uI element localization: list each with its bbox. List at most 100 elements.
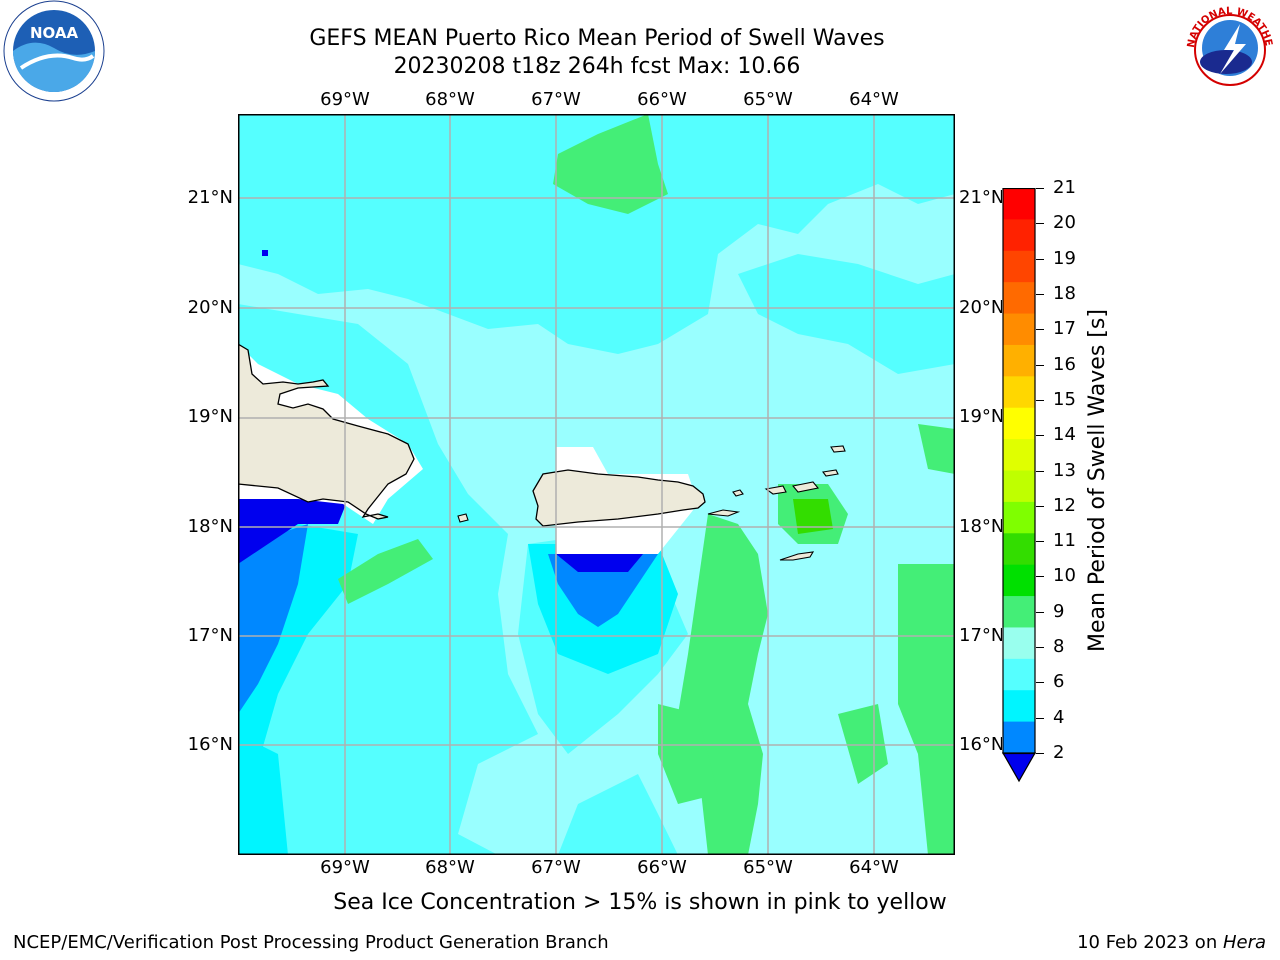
- colorbar-swatch: [1003, 721, 1035, 754]
- land-bvi-2: [791, 481, 820, 493]
- colorbar-tick-label: 16: [1053, 353, 1076, 375]
- field-9-10-e: [658, 704, 718, 804]
- land-anegada: [822, 469, 839, 477]
- sea-ice-note: Sea Ice Concentration > 15% is shown in …: [333, 890, 947, 915]
- colorbar-tick-mark: [1036, 611, 1044, 613]
- colorbar-tick-mark: [1036, 682, 1044, 684]
- colorbar-tick-mark: [1036, 541, 1044, 543]
- lat-label-left-21n: 21°N: [187, 187, 233, 208]
- colorbar-tick-label: 9: [1053, 600, 1065, 622]
- lat-label-left-19n: 19°N: [187, 406, 233, 427]
- colorbar-swatch: [1003, 188, 1035, 220]
- colorbar-tick-label: 18: [1053, 282, 1076, 304]
- colorbar-tick-mark: [1036, 470, 1044, 472]
- colorbar-swatch: [1003, 470, 1035, 503]
- colorbar-tick-label: 4: [1053, 706, 1065, 728]
- colorbar-tick-mark: [1036, 293, 1044, 295]
- lon-label-bottom-65w: 65°W: [743, 857, 793, 878]
- footer-host: Hera: [1222, 932, 1266, 953]
- swell-period-map: [238, 114, 955, 855]
- colorbar-swatch: [1003, 564, 1035, 597]
- field-spot: [262, 250, 268, 256]
- lon-label-top-68w: 68°W: [425, 89, 475, 110]
- colorbar-swatch: [1003, 627, 1035, 660]
- field-2-4-pr: [548, 554, 658, 627]
- colorbar-tick-mark: [1036, 576, 1044, 578]
- field-9-10-h: [838, 704, 888, 784]
- colorbar-swatch: [1003, 407, 1035, 440]
- lon-label-bottom-66w: 66°W: [637, 857, 687, 878]
- colorbar-tick-mark: [1036, 647, 1044, 649]
- map-gridlines: [238, 114, 955, 855]
- lon-label-top-67w: 67°W: [531, 89, 581, 110]
- land-anguilla: [830, 445, 846, 453]
- colorbar-tick-mark: [1036, 258, 1044, 260]
- colorbar-swatch: [1003, 658, 1035, 691]
- colorbar-swatch: [1003, 596, 1035, 628]
- colorbar-swatch: [1003, 501, 1035, 534]
- colorbar-tick-mark: [1036, 188, 1044, 189]
- field-9-10-g: [918, 424, 955, 474]
- chart-subtitle: 20230208 t18z 264h fcst Max: 10.66: [393, 54, 801, 79]
- land-stthomas: [732, 489, 744, 497]
- colorbar-tick-mark: [1036, 505, 1044, 507]
- colorbar-swatch: [1003, 690, 1035, 723]
- field-2-4-west: [238, 524, 308, 714]
- lat-label-left-17n: 17°N: [187, 625, 233, 646]
- field-below-2-west: [238, 499, 348, 564]
- colorbar-tick-label: 17: [1053, 318, 1076, 340]
- lat-label-left-18n: 18°N: [187, 516, 233, 537]
- lon-label-bottom-67w: 67°W: [531, 857, 581, 878]
- footer-date-text: 10 Feb 2023 on: [1077, 932, 1223, 953]
- land-vieques: [707, 509, 741, 517]
- colorbar-title: Mean Period of Swell Waves [s]: [1085, 309, 1110, 652]
- lon-label-top-69w: 69°W: [320, 89, 370, 110]
- colorbar-swatch: [1003, 282, 1035, 315]
- colorbar-tick-label: 10: [1053, 565, 1076, 587]
- field-6-8-ne: [738, 254, 955, 374]
- colorbar-swatch: [1003, 313, 1035, 346]
- lon-label-top-64w: 64°W: [849, 89, 899, 110]
- lon-label-top-66w: 66°W: [637, 89, 687, 110]
- colorbar: [1001, 187, 1037, 788]
- lat-label-right-17n: 17°N: [959, 625, 1005, 646]
- field-4-6-sw: [238, 734, 288, 855]
- colorbar-tick-mark: [1036, 435, 1044, 437]
- lon-label-bottom-68w: 68°W: [425, 857, 475, 878]
- field-9-10-a: [553, 114, 668, 214]
- lat-label-right-18n: 18°N: [959, 516, 1005, 537]
- colorbar-swatch: [1003, 533, 1035, 566]
- colorbar-frame: [1002, 187, 1036, 755]
- colorbar-swatch: [1003, 250, 1035, 283]
- colorbar-extend-triangle: [1001, 752, 1037, 783]
- colorbar-tick-label: 15: [1053, 388, 1076, 410]
- colorbar-tick-mark: [1036, 329, 1044, 331]
- land-mona: [457, 513, 469, 523]
- lon-label-bottom-64w: 64°W: [849, 857, 899, 878]
- colorbar-tick-mark: [1036, 223, 1044, 225]
- footer-credit: NCEP/EMC/Verification Post Processing Pr…: [13, 932, 609, 953]
- colorbar-tick-label: 14: [1053, 424, 1076, 446]
- footer-date: 10 Feb 2023 on Hera: [1077, 932, 1266, 953]
- colorbar-tick-mark: [1036, 753, 1044, 754]
- colorbar-swatch: [1003, 439, 1035, 471]
- field-9-10-b: [338, 539, 433, 604]
- colorbar-swatches: [1001, 187, 1037, 783]
- chart-title: GEFS MEAN Puerto Rico Mean Period of Swe…: [309, 26, 885, 51]
- colorbar-tick-label: 20: [1053, 212, 1076, 234]
- noaa-logo-text: NOAA: [30, 24, 79, 42]
- land-bvi-1: [764, 485, 787, 495]
- lat-label-right-20n: 20°N: [959, 297, 1005, 318]
- map-frame: [238, 114, 955, 855]
- colorbar-tick-label: 12: [1053, 494, 1076, 516]
- field-below-2-pr: [556, 554, 643, 572]
- colorbar-tick-label: 11: [1053, 530, 1076, 552]
- lon-label-bottom-69w: 69°W: [320, 857, 370, 878]
- lon-label-top-65w: 65°W: [743, 89, 793, 110]
- land-hispaniola: [238, 343, 415, 520]
- colorbar-tick-mark: [1036, 717, 1044, 719]
- colorbar-tick-label: 2: [1053, 742, 1065, 763]
- noaa-logo: NOAA: [3, 0, 105, 102]
- colorbar-tick-mark: [1036, 364, 1044, 366]
- colorbar-tick-mark: [1036, 399, 1044, 401]
